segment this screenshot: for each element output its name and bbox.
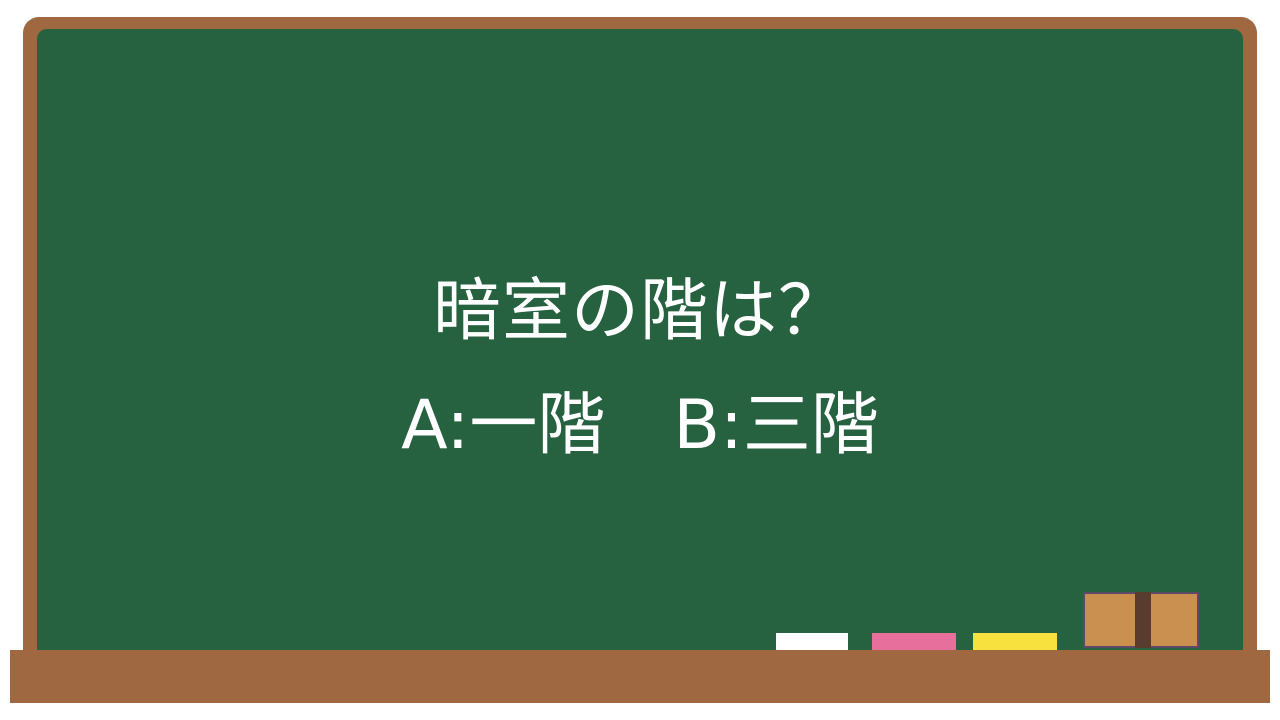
chalk-ledge (10, 650, 1270, 703)
yellow-chalk (973, 633, 1057, 650)
answer-options: A:一階 B:三階 (401, 386, 879, 465)
chalkboard-surface (37, 29, 1243, 659)
white-chalk (776, 633, 848, 650)
board-eraser (1083, 592, 1199, 648)
eraser-band (1135, 592, 1151, 648)
pink-chalk (872, 633, 956, 650)
question-text: 暗室の階は？ (432, 272, 847, 351)
